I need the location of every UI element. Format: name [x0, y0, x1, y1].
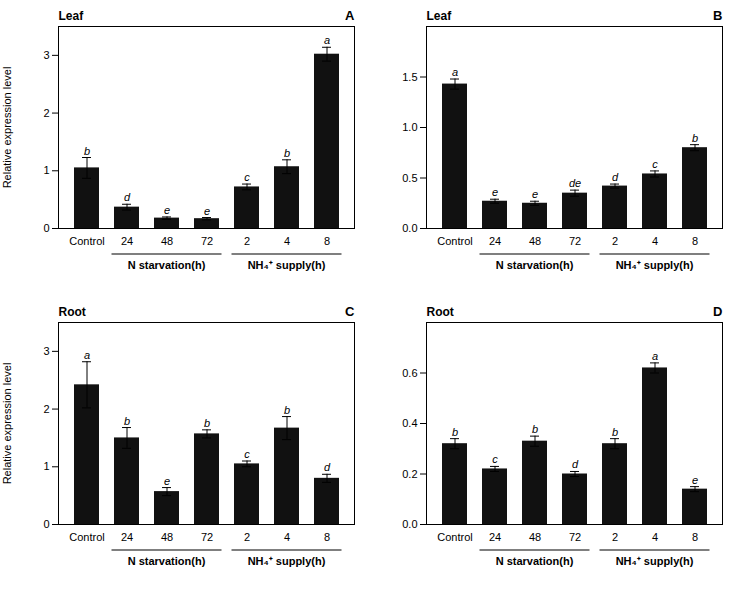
svg-text:e: e — [492, 186, 498, 198]
svg-text:c: c — [244, 448, 250, 460]
svg-text:2: 2 — [612, 235, 618, 247]
svg-text:a: a — [452, 66, 458, 78]
svg-text:e: e — [164, 204, 170, 216]
svg-text:72: 72 — [569, 531, 581, 543]
svg-text:4: 4 — [284, 235, 290, 247]
svg-text:48: 48 — [529, 531, 541, 543]
svg-text:4: 4 — [652, 531, 658, 543]
svg-text:d: d — [572, 458, 579, 470]
svg-text:72: 72 — [201, 531, 213, 543]
svg-text:d: d — [324, 461, 331, 473]
svg-text:b: b — [692, 132, 698, 144]
svg-text:d: d — [124, 191, 131, 203]
svg-text:72: 72 — [569, 235, 581, 247]
svg-text:de: de — [569, 177, 581, 189]
svg-text:48: 48 — [529, 235, 541, 247]
svg-text:24: 24 — [121, 235, 133, 247]
svg-text:NH₄⁺ supply(h): NH₄⁺ supply(h) — [248, 555, 326, 567]
svg-text:8: 8 — [324, 531, 330, 543]
svg-text:D: D — [713, 304, 722, 319]
svg-text:c: c — [492, 453, 498, 465]
svg-text:0.0: 0.0 — [402, 518, 417, 530]
svg-text:48: 48 — [161, 531, 173, 543]
svg-text:a: a — [84, 349, 90, 361]
svg-text:b: b — [452, 426, 458, 438]
svg-text:a: a — [324, 34, 330, 46]
svg-text:2: 2 — [43, 107, 49, 119]
svg-text:1: 1 — [43, 164, 49, 176]
svg-text:b: b — [284, 404, 290, 416]
svg-text:0: 0 — [43, 518, 49, 530]
svg-text:Root: Root — [427, 305, 454, 319]
svg-text:Control: Control — [69, 531, 104, 543]
svg-text:72: 72 — [201, 235, 213, 247]
svg-text:3: 3 — [43, 345, 49, 357]
svg-text:Control: Control — [69, 235, 104, 247]
svg-text:4: 4 — [284, 531, 290, 543]
svg-text:4: 4 — [652, 235, 658, 247]
svg-text:0.0: 0.0 — [402, 222, 417, 234]
svg-text:A: A — [345, 8, 355, 23]
svg-text:8: 8 — [692, 235, 698, 247]
svg-text:e: e — [692, 474, 698, 486]
svg-text:Leaf: Leaf — [59, 9, 85, 23]
svg-text:B: B — [713, 8, 722, 23]
svg-text:8: 8 — [324, 235, 330, 247]
svg-text:0.6: 0.6 — [402, 367, 417, 379]
svg-text:Control: Control — [437, 235, 472, 247]
svg-text:NH₄⁺ supply(h): NH₄⁺ supply(h) — [616, 555, 694, 567]
svg-text:C: C — [345, 304, 355, 319]
svg-text:a: a — [652, 350, 658, 362]
svg-text:3: 3 — [43, 49, 49, 61]
svg-text:8: 8 — [692, 531, 698, 543]
svg-text:0.4: 0.4 — [402, 417, 417, 429]
svg-text:24: 24 — [121, 531, 133, 543]
svg-text:N starvation(h): N starvation(h) — [128, 259, 206, 271]
svg-text:Root: Root — [59, 305, 86, 319]
svg-text:N starvation(h): N starvation(h) — [496, 259, 574, 271]
svg-text:0.2: 0.2 — [402, 468, 417, 480]
svg-text:N starvation(h): N starvation(h) — [496, 555, 574, 567]
svg-text:c: c — [244, 171, 250, 183]
svg-text:Leaf: Leaf — [427, 9, 453, 23]
svg-text:d: d — [612, 171, 619, 183]
svg-text:e: e — [204, 205, 210, 217]
svg-text:0: 0 — [43, 222, 49, 234]
svg-text:b: b — [124, 415, 130, 427]
svg-text:2: 2 — [43, 403, 49, 415]
svg-text:e: e — [532, 188, 538, 200]
svg-text:NH₄⁺ supply(h): NH₄⁺ supply(h) — [248, 259, 326, 271]
svg-text:24: 24 — [489, 235, 501, 247]
svg-text:N starvation(h): N starvation(h) — [128, 555, 206, 567]
svg-text:2: 2 — [244, 531, 250, 543]
svg-text:NH₄⁺ supply(h): NH₄⁺ supply(h) — [616, 259, 694, 271]
svg-text:b: b — [84, 145, 90, 157]
svg-text:Relative expression level: Relative expression level — [1, 363, 13, 485]
svg-text:Relative expression level: Relative expression level — [1, 67, 13, 189]
svg-text:0.5: 0.5 — [402, 172, 417, 184]
svg-text:1: 1 — [43, 460, 49, 472]
svg-text:2: 2 — [244, 235, 250, 247]
svg-text:c: c — [652, 158, 658, 170]
svg-text:e: e — [164, 475, 170, 487]
svg-text:b: b — [284, 147, 290, 159]
svg-text:b: b — [204, 417, 210, 429]
svg-text:48: 48 — [161, 235, 173, 247]
svg-text:Control: Control — [437, 531, 472, 543]
svg-text:b: b — [612, 426, 618, 438]
svg-text:24: 24 — [489, 531, 501, 543]
svg-text:2: 2 — [612, 531, 618, 543]
svg-text:1.0: 1.0 — [402, 121, 417, 133]
svg-text:b: b — [532, 423, 538, 435]
svg-text:1.5: 1.5 — [402, 71, 417, 83]
